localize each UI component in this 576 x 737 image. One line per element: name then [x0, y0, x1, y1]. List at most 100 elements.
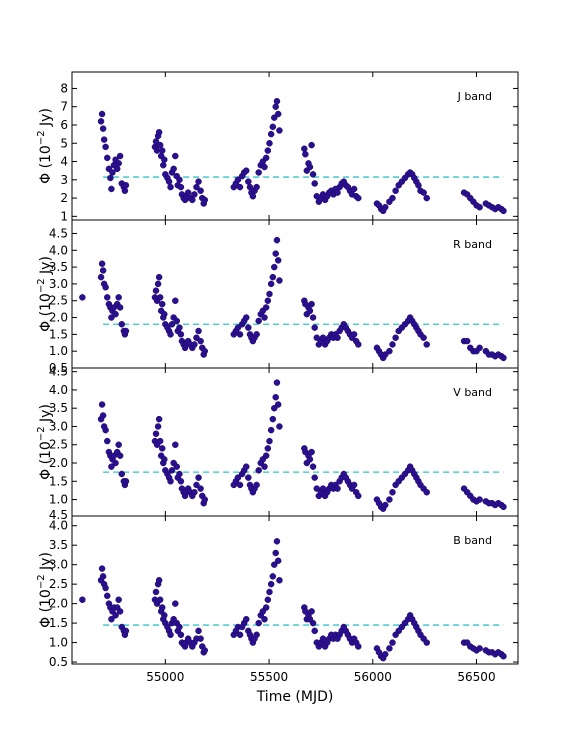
panel-j-band: 1 2 3 4 5 6 7 8 J band Φ (10−2 Jy): [36, 71, 519, 223]
data-point: [308, 448, 315, 456]
data-point: [154, 280, 162, 288]
data-point: [104, 592, 111, 600]
data-point: [476, 344, 483, 352]
data-point: [152, 588, 160, 596]
data-point: [423, 341, 430, 348]
data-point: [102, 143, 109, 151]
data-point: [350, 331, 358, 338]
data-point: [301, 145, 308, 152]
data-point: [189, 196, 196, 204]
data-point: [415, 182, 422, 189]
data-point: [334, 189, 341, 196]
data-point: [161, 612, 168, 619]
data-point: [266, 290, 273, 298]
data-point: [272, 250, 279, 257]
data-point: [176, 623, 183, 631]
data-point: [99, 125, 107, 132]
data-point: [269, 573, 277, 580]
data-point: [118, 321, 126, 328]
data-point: [350, 185, 358, 193]
data-point: [262, 154, 270, 162]
data-point: [173, 463, 181, 470]
data-point: [104, 437, 111, 445]
data-point: [155, 577, 163, 584]
data-point: [236, 331, 244, 338]
data-point: [234, 474, 242, 481]
data-point: [197, 337, 204, 345]
data-point: [193, 481, 200, 489]
data-point: [158, 147, 166, 154]
data-point: [267, 426, 275, 434]
y-tick-label: 2: [60, 191, 68, 205]
data-point: [172, 297, 179, 304]
data-point: [115, 294, 122, 301]
panel-b-band: 0.5 1.0 1.5 2.0 2.5 3.0 3.5 4.04.5 B band Φ (10−2…: [36, 508, 519, 669]
data-point: [389, 639, 396, 646]
y-tick-label: 3.0: [49, 277, 68, 291]
data-point: [102, 426, 109, 434]
data-point: [191, 488, 198, 496]
data-point: [381, 501, 389, 509]
data-point: [176, 324, 183, 331]
data-point: [115, 441, 122, 448]
y-axis-label-exponent: −2: [36, 574, 47, 589]
data-point: [155, 129, 163, 136]
data-point: [167, 631, 174, 639]
data-point: [308, 608, 315, 615]
data-point: [255, 317, 262, 325]
y-axis-label: Φ (10−2 Jy): [36, 552, 54, 628]
y-tick-label: 3: [60, 173, 68, 187]
data-point: [261, 463, 268, 470]
y-tick-label: 1.5: [49, 616, 68, 630]
data-point: [500, 503, 507, 511]
data-point: [306, 456, 314, 463]
data-point: [245, 178, 252, 185]
y-axis-label-exponent: −2: [36, 130, 47, 145]
data-point: [172, 152, 179, 160]
data-point: [161, 310, 168, 318]
data-point: [156, 437, 164, 445]
y-tick-label: 4.0: [49, 243, 68, 257]
y-tick-label: 4.0: [49, 519, 68, 533]
y-axis-label-base: Φ (10: [38, 293, 54, 332]
data-point: [236, 631, 244, 639]
data-point: [155, 415, 163, 423]
data-point: [308, 300, 315, 308]
data-point: [381, 203, 389, 211]
data-point: [267, 580, 275, 588]
data-point: [255, 467, 262, 474]
data-point: [156, 141, 164, 149]
data-point: [500, 652, 507, 660]
data-point: [79, 294, 86, 301]
band-label: B band: [453, 534, 492, 547]
data-point: [98, 260, 106, 267]
data-point: [262, 452, 270, 459]
y-tick-label: 1.0: [49, 636, 68, 650]
y-tick-label: 3.5: [49, 538, 68, 552]
data-point: [500, 354, 507, 362]
y-tick-label: 5: [60, 136, 68, 150]
data-point: [272, 549, 279, 557]
data-point: [264, 596, 272, 603]
y-tick-label: 3.0: [49, 419, 68, 433]
x-tick-label: 56000: [354, 670, 392, 684]
data-point: [108, 615, 115, 623]
data-point: [197, 635, 204, 642]
data-point: [195, 178, 202, 185]
data-point: [122, 182, 130, 189]
data-point: [355, 492, 362, 500]
data-point: [112, 310, 119, 318]
data-point: [173, 317, 181, 325]
data-point: [272, 103, 279, 110]
data-point: [476, 203, 483, 211]
data-point: [116, 452, 124, 459]
data-point: [334, 334, 341, 341]
y-axis-label-unit: Jy): [38, 552, 54, 574]
data-point: [195, 627, 202, 635]
data-point: [116, 304, 124, 311]
data-point: [100, 136, 108, 143]
y-tick-label: 1.5: [49, 474, 68, 488]
data-point: [121, 187, 129, 195]
data-point: [253, 331, 260, 338]
